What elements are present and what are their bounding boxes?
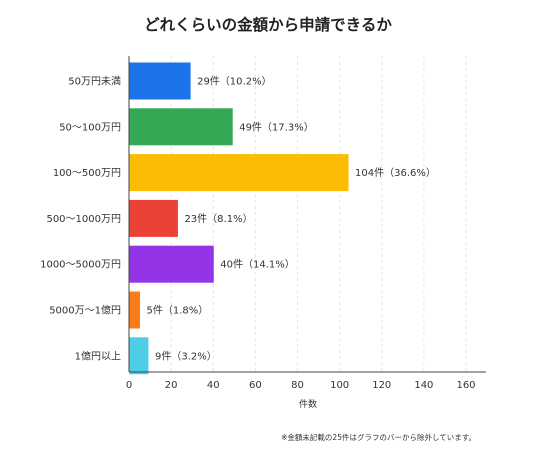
data-label: 9件（3.2%） [155, 350, 217, 362]
data-label: 5件（1.8%） [147, 305, 209, 317]
data-label: 40件（14.1%） [220, 259, 295, 271]
x-axis: 0 20 40 60 80 100 120 140 160 [126, 56, 486, 391]
footnote: ※金額未記載の25件はグラフのバーから除外しています。 [281, 432, 476, 442]
bar [129, 62, 191, 100]
x-tick-label: 20 [165, 380, 178, 391]
bar [129, 245, 214, 283]
category-label: 1000〜5000万円 [40, 260, 121, 271]
x-tick-label: 0 [126, 380, 132, 391]
bar [129, 108, 233, 146]
bar [129, 199, 178, 237]
x-axis-title: 件数 [299, 398, 317, 410]
x-tick-label: 140 [414, 380, 433, 391]
x-tick-label: 60 [249, 380, 262, 391]
data-label: 23件（8.1%） [184, 213, 252, 225]
category-label: 50万円未満 [68, 76, 121, 88]
category-label: 100〜500万円 [53, 168, 121, 179]
x-tick-label: 100 [330, 380, 349, 391]
chart-title: どれくらいの金額から申請できるか [144, 15, 392, 34]
data-label: 49件（17.3%） [239, 121, 313, 133]
bars: 50万円未満 29件（10.2%） 50〜100万円 49件（17.3%） 100〜50… [40, 62, 436, 375]
category-label: 1億円以上 [75, 349, 121, 362]
x-tick-label: 120 [372, 380, 391, 391]
bar [129, 154, 349, 192]
x-tick-label: 80 [291, 380, 304, 391]
data-label: 104件（36.6%） [355, 167, 436, 179]
x-tick-label: 40 [207, 380, 220, 391]
category-label: 50〜100万円 [59, 122, 121, 133]
bar [129, 291, 141, 329]
category-label: 5000万〜1億円 [49, 304, 121, 317]
bar [129, 337, 149, 375]
category-label: 500〜1000万円 [46, 214, 121, 225]
data-label: 29件（10.2%） [197, 76, 271, 88]
x-tick-label: 160 [456, 380, 475, 391]
